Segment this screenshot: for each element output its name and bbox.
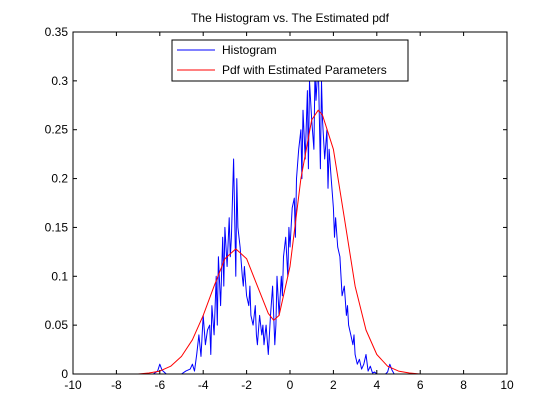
axes-background [73, 32, 507, 374]
series-line-histogram [73, 60, 507, 375]
x-tick-label: 8 [460, 378, 467, 392]
legend-label-pdf: Pdf with Estimated Parameters [222, 63, 387, 77]
y-tick-label: 0.15 [45, 220, 69, 234]
x-tick-label: -4 [198, 378, 209, 392]
x-tick-label: 4 [373, 378, 380, 392]
x-tick-label: 10 [500, 378, 514, 392]
ticks-layer: -10 -8 -6 -4 -2 0 2 4 6 8 10 0 0.05 0.1 0.15 0.2 0.25 0.3… [45, 25, 514, 392]
x-tick-label: -2 [241, 378, 252, 392]
x-tick-label: -6 [154, 378, 165, 392]
legend: Histogram Pdf with Estimated Parameters [171, 39, 409, 82]
legend-label-histogram: Histogram [222, 43, 277, 57]
x-tick-label: 2 [330, 378, 337, 392]
x-tick-label: -8 [111, 378, 122, 392]
y-tick-label: 0.35 [45, 25, 69, 39]
series-line-pdf [73, 109, 507, 375]
y-tick-label: 0.05 [45, 318, 69, 332]
y-tick-label: 0.2 [51, 172, 68, 186]
series-layer [73, 60, 507, 375]
x-tick-label: 0 [287, 378, 294, 392]
y-tick-label: 0 [61, 367, 68, 381]
y-tick-label: 0.25 [45, 123, 69, 137]
chart-title: The Histogram vs. The Estimated pdf [191, 11, 390, 25]
legend-box [171, 39, 409, 82]
y-tick-label: 0.3 [51, 74, 68, 88]
y-tick-label: 0.1 [51, 269, 68, 283]
x-tick-label: 6 [417, 378, 424, 392]
x-tick-label: -10 [64, 378, 82, 392]
